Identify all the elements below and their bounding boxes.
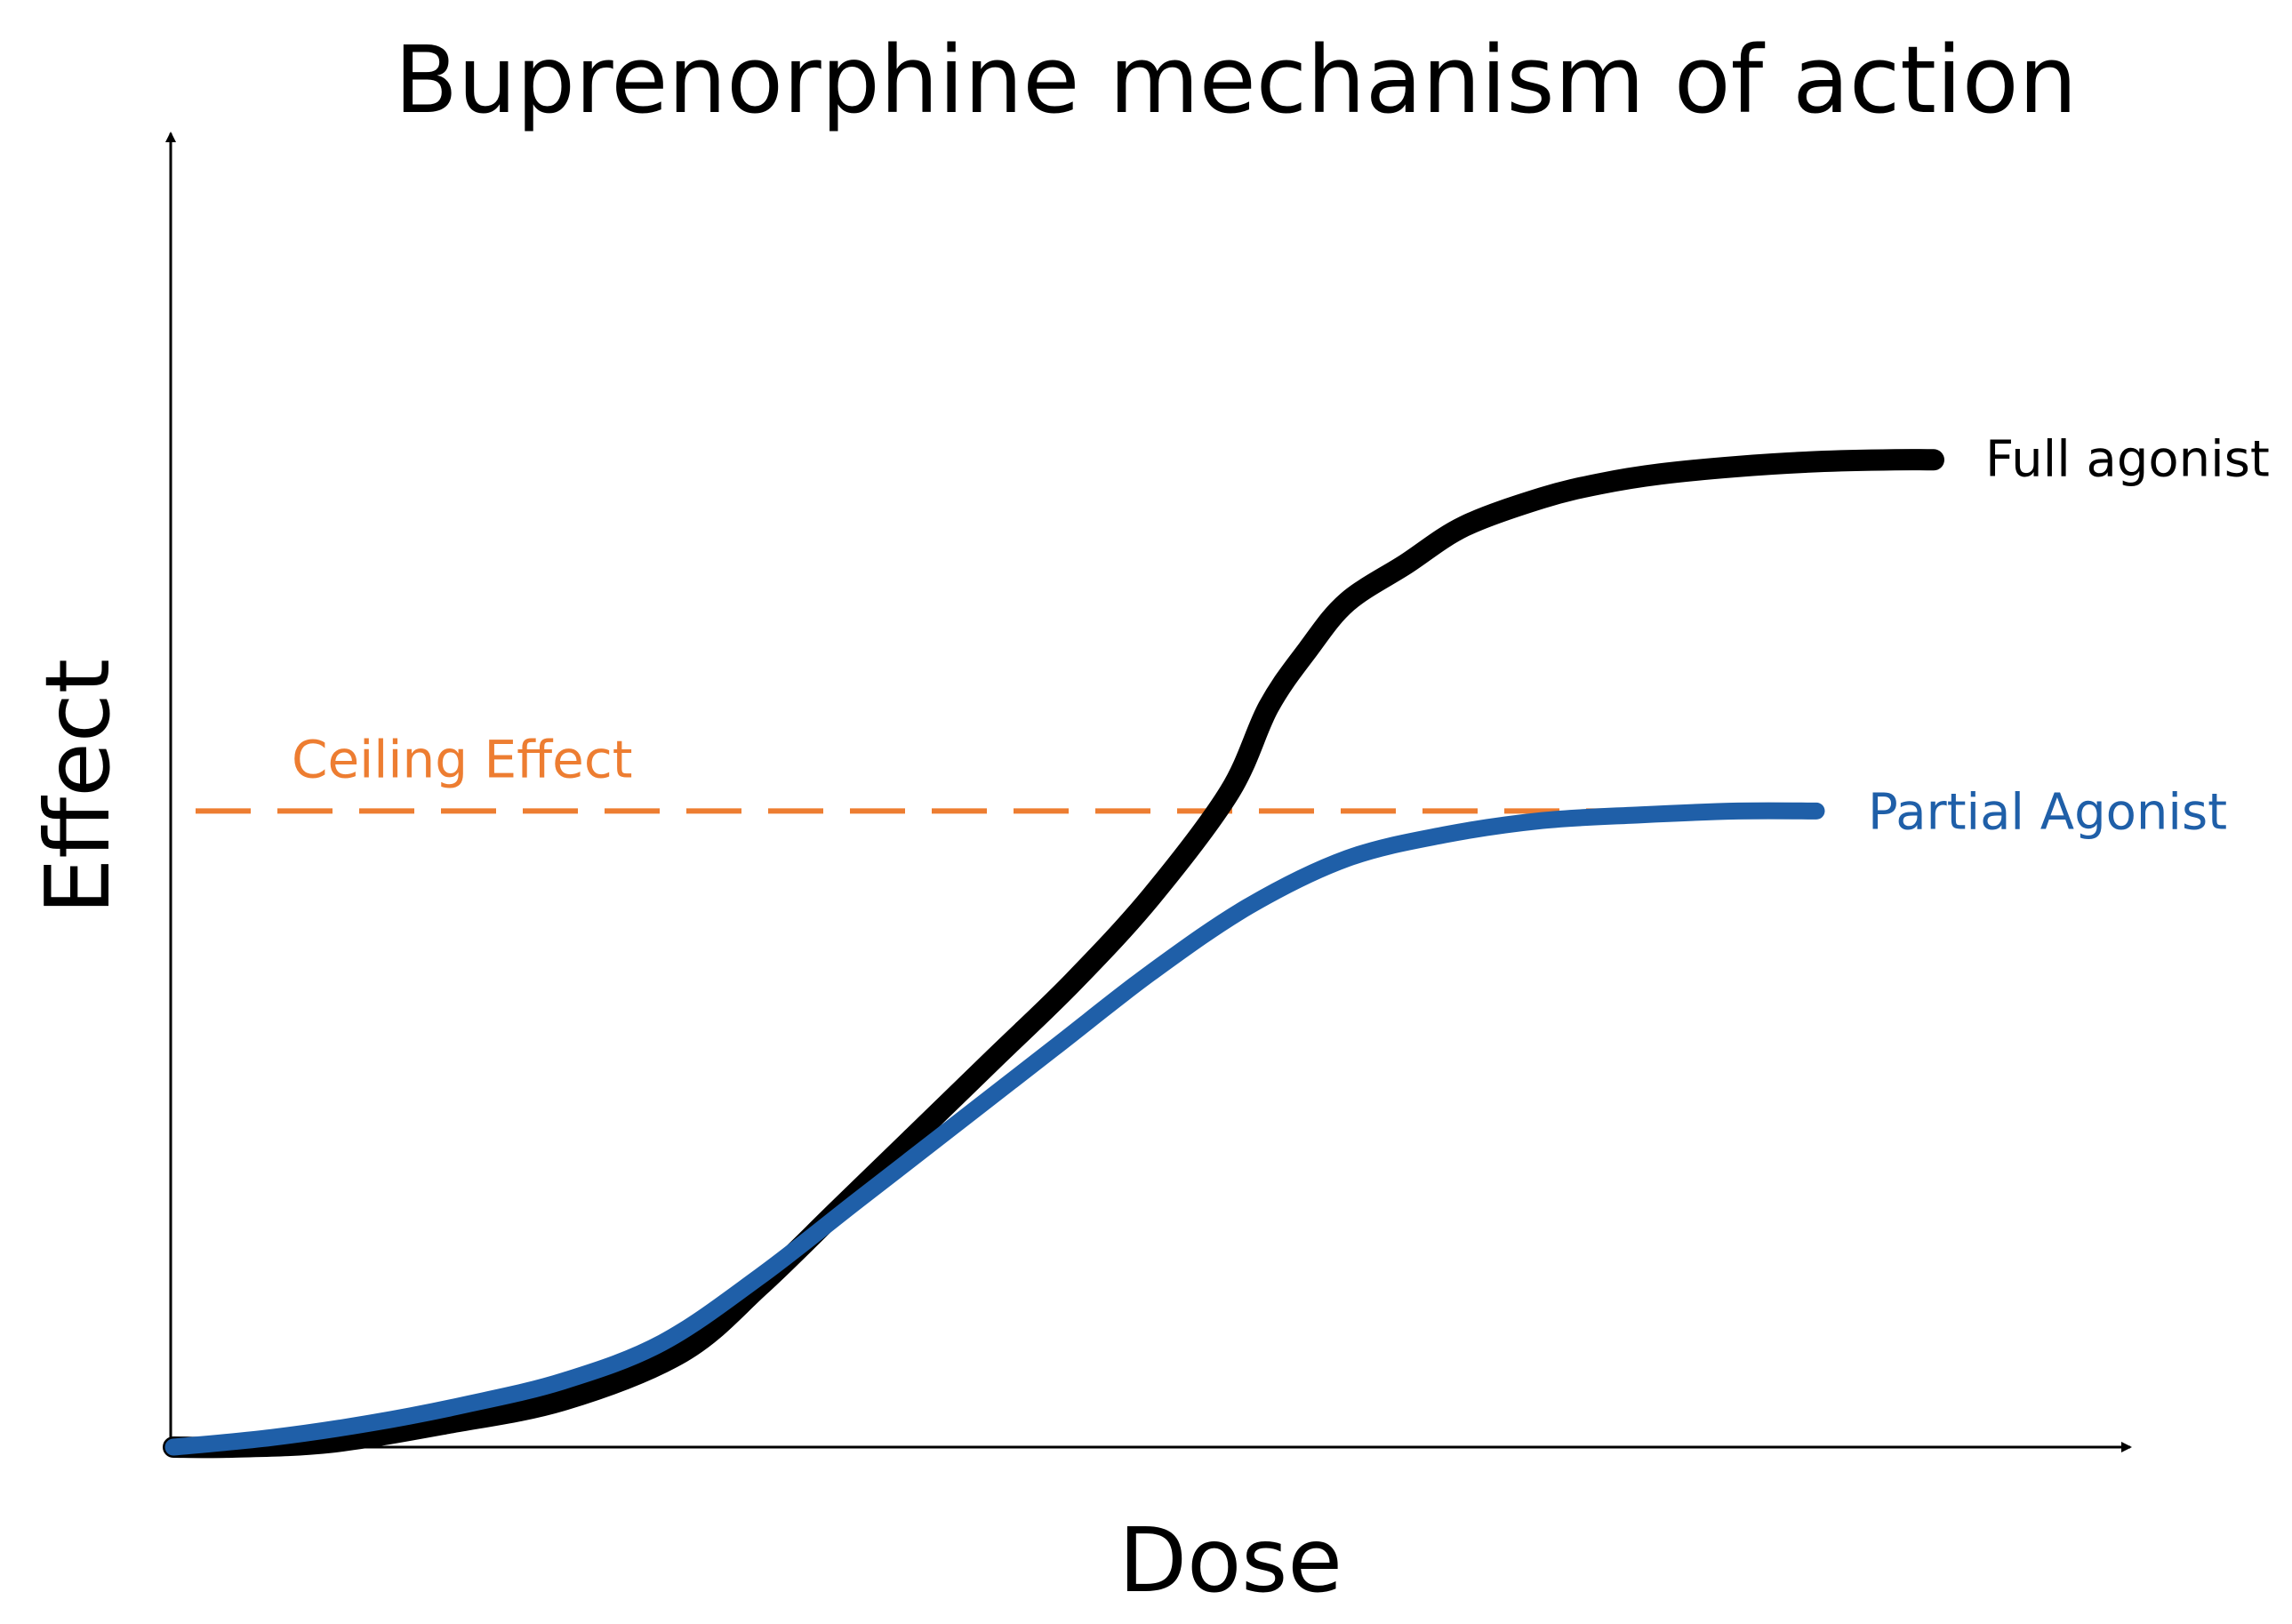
x-axis-label: Dose [1118,1508,1342,1612]
partial-agonist-curve [164,802,1825,1456]
chart-title: Buprenorphine mechanism of action [395,26,2078,134]
full-agonist-label: Full agonist [1985,430,2270,488]
y-axis-label: Effect [26,659,130,915]
partial-agonist-label: Partial Agonist [1868,783,2227,841]
full-agonist-curve [163,449,1944,1459]
ceiling-effect-label: Ceiling Effect [292,729,632,789]
